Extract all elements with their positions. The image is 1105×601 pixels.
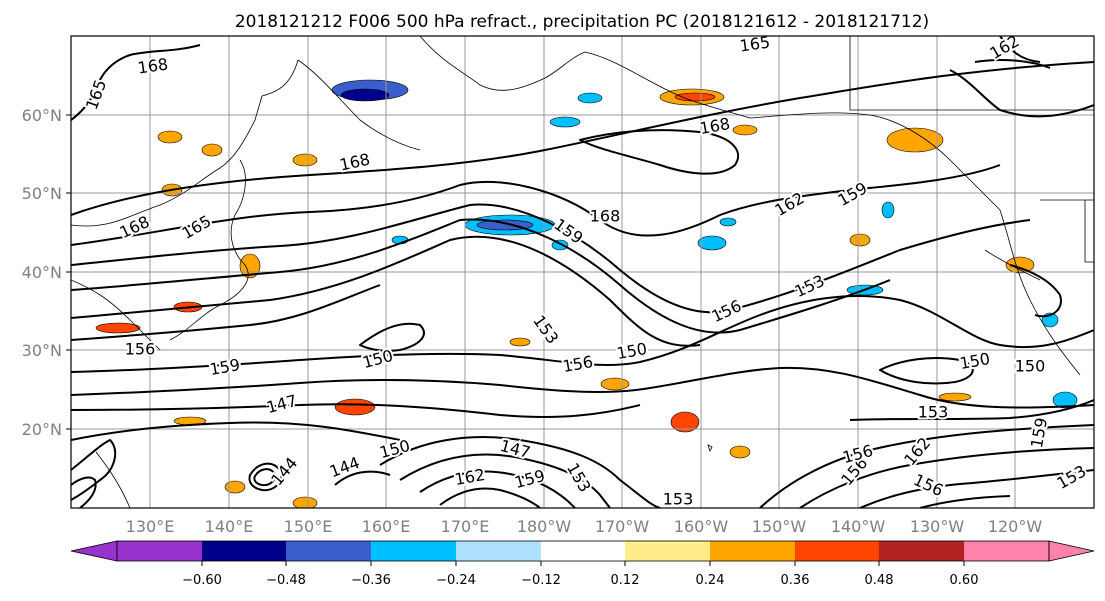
precipitation-area bbox=[719, 217, 737, 227]
lon-label-130e: 130°E bbox=[126, 517, 175, 536]
precipitation-area bbox=[1052, 391, 1078, 409]
precipitation-area bbox=[697, 235, 727, 251]
precipitation-area bbox=[292, 153, 318, 167]
precipitation-area bbox=[600, 377, 630, 391]
precipitation-area bbox=[729, 445, 751, 459]
colorbar-tick-label: 0.60 bbox=[950, 573, 979, 588]
colorbar-tick-label: 0.36 bbox=[781, 573, 810, 588]
colorbar-segment bbox=[710, 541, 795, 561]
colorbar: −0.60 −0.48 −0.36 −0.24 −0.12 0.12 0.24 0.36 0.4… bbox=[70, 540, 1095, 588]
precipitation-area bbox=[1005, 256, 1035, 274]
lon-label-170w: 170°W bbox=[595, 517, 650, 536]
lon-label-140e: 140°E bbox=[205, 517, 254, 536]
colorbar-segment bbox=[541, 541, 626, 561]
colorbar-tick-label: −0.12 bbox=[521, 573, 561, 588]
lon-label-150e: 150°E bbox=[284, 517, 333, 536]
precipitation-area bbox=[881, 201, 895, 219]
colorbar-min-extend bbox=[70, 540, 118, 562]
latitude-axis: 20°N 30°N 40°N 50°N 60°N bbox=[22, 106, 71, 439]
lon-label-180w: 180°W bbox=[517, 517, 572, 536]
contour-label: 168 bbox=[590, 207, 621, 226]
lat-label-30n: 30°N bbox=[22, 341, 62, 360]
precipitation-area bbox=[577, 92, 603, 104]
lon-label-140w: 140°W bbox=[831, 517, 886, 536]
precipitation-area bbox=[549, 116, 581, 128]
contour-label: 153 bbox=[918, 403, 949, 422]
figure-title: 2018121212 F006 500 hPa refract., precip… bbox=[235, 12, 929, 32]
lon-label-160e: 160°E bbox=[362, 517, 411, 536]
colorbar-segment bbox=[371, 541, 456, 561]
lat-label-50n: 50°N bbox=[22, 184, 62, 203]
longitude-axis: 130°E 140°E 150°E 160°E 170°E 180°W 170°… bbox=[126, 517, 1043, 536]
colorbar-outline bbox=[116, 540, 1050, 562]
colorbar-tick-label: 0.12 bbox=[611, 573, 640, 588]
lat-label-20n: 20°N bbox=[22, 420, 62, 439]
colorbar-segment bbox=[795, 541, 880, 561]
precipitation-area bbox=[670, 411, 700, 433]
contour-label: 153 bbox=[663, 490, 694, 509]
precipitation-area bbox=[849, 233, 871, 247]
precipitation-area bbox=[292, 496, 318, 508]
colorbar-tick-label: 0.24 bbox=[696, 573, 725, 588]
colorbar-max-extend bbox=[1048, 540, 1095, 562]
precipitation-area bbox=[938, 392, 972, 402]
refractivity-contours bbox=[71, 36, 1094, 508]
colorbar-tick-label: −0.60 bbox=[182, 573, 222, 588]
lat-label-40n: 40°N bbox=[22, 263, 62, 282]
precipitation-area bbox=[201, 143, 223, 157]
contour-label: 165 bbox=[738, 32, 771, 55]
precipitation-area bbox=[157, 130, 183, 144]
lat-label-60n: 60°N bbox=[22, 106, 62, 125]
precipitation-area bbox=[95, 322, 141, 334]
colorbar-segment bbox=[964, 541, 1049, 561]
colorbar-segment bbox=[117, 541, 202, 561]
lon-label-150w: 150°W bbox=[752, 517, 807, 536]
contour-label: 156 bbox=[125, 340, 156, 359]
precipitation-area bbox=[674, 92, 716, 102]
lon-label-170e: 170°E bbox=[441, 517, 490, 536]
contour-label: 150 bbox=[1015, 357, 1046, 376]
lon-label-130w: 130°W bbox=[910, 517, 965, 536]
precipitation-area bbox=[340, 88, 390, 102]
colorbar-tick-label: −0.36 bbox=[351, 573, 391, 588]
colorbar-tick-layer: −0.60 −0.48 −0.36 −0.24 −0.12 0.12 0.24 0.36 0.4… bbox=[182, 561, 978, 588]
coastlines bbox=[71, 36, 1094, 508]
colorbar-segment bbox=[286, 541, 371, 561]
colorbar-segment bbox=[879, 541, 964, 561]
colorbar-tick-label: −0.24 bbox=[436, 573, 476, 588]
precipitation-area bbox=[224, 480, 246, 494]
colorbar-tick-label: −0.48 bbox=[266, 573, 306, 588]
colorbar-segment bbox=[202, 541, 287, 561]
lon-label-120w: 120°W bbox=[988, 517, 1043, 536]
precipitation-area bbox=[886, 127, 944, 153]
colorbar-segment bbox=[625, 541, 710, 561]
lon-label-160w: 160°W bbox=[674, 517, 729, 536]
precipitation-area bbox=[334, 398, 376, 416]
colorbar-segment bbox=[456, 541, 541, 561]
colorbar-tick-label: 0.48 bbox=[865, 573, 894, 588]
precipitation-area bbox=[509, 337, 531, 347]
precipitation-area bbox=[732, 124, 758, 136]
